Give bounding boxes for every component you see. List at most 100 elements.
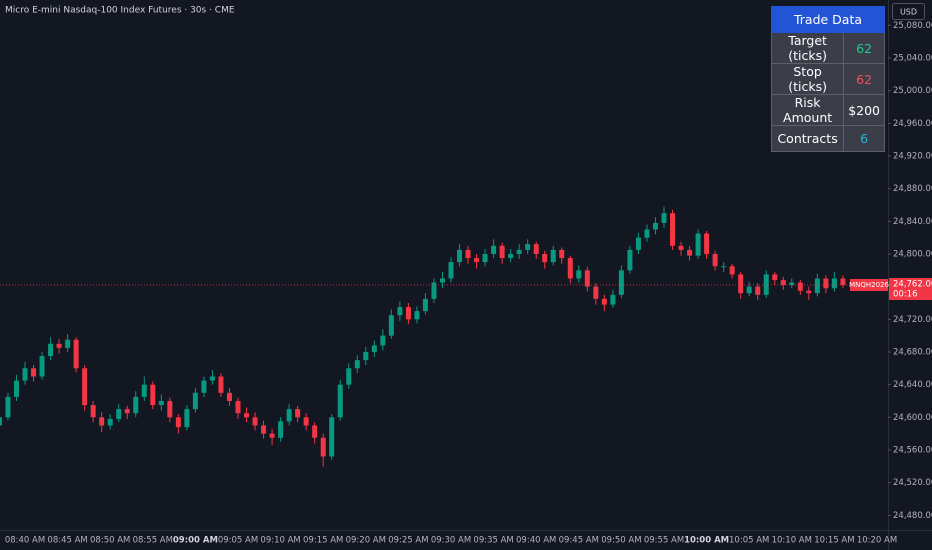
trade-row: Target (ticks) 62 xyxy=(770,32,885,64)
candle-body xyxy=(729,266,735,275)
candle-body xyxy=(269,433,275,438)
trade-table: Trade Data Target (ticks) 62 Stop (ticks)… xyxy=(770,6,885,152)
x-tick-label: 10:15 AM xyxy=(814,536,854,546)
x-tick-label: 10:05 AM xyxy=(729,536,769,546)
symbol-label: MNQH2026 xyxy=(849,281,889,289)
candle-body xyxy=(107,418,113,426)
trade-row: Stop (ticks) 62 xyxy=(770,63,885,95)
candle-body xyxy=(814,278,820,294)
candle-body xyxy=(525,244,531,250)
candle-body xyxy=(354,360,360,369)
candle-body xyxy=(652,222,658,230)
trade-row: Risk Amount $200 xyxy=(770,94,885,126)
candle-body xyxy=(695,233,701,256)
x-tick-label: 08:55 AM xyxy=(133,536,173,546)
candle-body xyxy=(133,396,139,414)
candle-body xyxy=(65,339,71,348)
x-tick-label: 09:00 AM xyxy=(173,536,218,546)
y-tick-label: 25,080.00 xyxy=(893,21,932,31)
candle-body xyxy=(593,286,599,299)
x-tick-label: 08:40 AM xyxy=(5,536,45,546)
candle-body xyxy=(141,384,147,397)
candle-body xyxy=(806,290,812,294)
candle-body xyxy=(499,245,505,259)
y-tick-label: 24,880.00 xyxy=(893,184,932,194)
candle-body xyxy=(346,368,352,385)
row-label: Stop (ticks) xyxy=(770,63,845,95)
candle-body xyxy=(823,278,829,289)
candle-body xyxy=(457,249,463,263)
candle-body xyxy=(397,307,403,316)
candle-body xyxy=(789,282,795,286)
currency: USD xyxy=(900,8,917,17)
chart-title: Micro E-mini Nasdaq-100 Index Futures · … xyxy=(5,6,235,16)
candle-body xyxy=(559,249,565,259)
candle-body xyxy=(439,278,445,283)
y-tick-label: 24,920.00 xyxy=(893,151,932,161)
candle-body xyxy=(840,278,846,286)
candle-body xyxy=(337,384,343,418)
row-value: 62 xyxy=(843,63,885,95)
candle-body xyxy=(405,307,411,320)
y-tick-label: 24,480.00 xyxy=(893,511,932,521)
candle-body xyxy=(780,280,786,286)
x-tick-label: 08:45 AM xyxy=(47,536,87,546)
row-value: 62 xyxy=(843,32,885,64)
x-tick-label: 09:45 AM xyxy=(559,536,599,546)
candle-body xyxy=(320,437,326,457)
trade-title: Trade Data xyxy=(771,6,885,33)
price-label: 24,762.00 xyxy=(893,280,932,290)
x-tick-label: 09:30 AM xyxy=(431,536,471,546)
candle-body xyxy=(422,298,428,312)
y-tick-label: 24,840.00 xyxy=(893,217,932,227)
candle-body xyxy=(31,368,37,377)
candle-body xyxy=(184,409,190,428)
candle-body xyxy=(5,396,11,418)
candle-body xyxy=(13,380,19,397)
candle-body xyxy=(712,253,718,267)
candle-body xyxy=(508,253,514,259)
candle-body xyxy=(0,417,2,426)
candle-body xyxy=(465,249,471,259)
candle-body xyxy=(491,245,497,254)
candle-body xyxy=(158,400,164,406)
price-label-box xyxy=(889,278,932,301)
candle-body xyxy=(22,368,28,381)
candle-body xyxy=(542,253,548,263)
candle-body xyxy=(380,335,386,346)
candle-body xyxy=(533,244,539,254)
row-label: Risk Amount xyxy=(770,94,845,126)
row-label: Contracts xyxy=(770,125,845,152)
candle-body xyxy=(772,274,778,281)
y-tick-label: 25,000.00 xyxy=(893,86,932,96)
candle-body xyxy=(99,417,105,426)
candle-body xyxy=(73,339,79,369)
candle-body xyxy=(90,405,96,418)
candle-body xyxy=(721,266,727,268)
candle-body xyxy=(116,409,122,419)
candle-body xyxy=(576,270,582,279)
candle-body xyxy=(312,425,318,438)
candle-body xyxy=(567,258,573,279)
candle-body xyxy=(584,270,590,287)
candle-body xyxy=(678,245,684,250)
candle-body xyxy=(516,249,522,254)
candle-body xyxy=(474,258,480,263)
candle-body xyxy=(755,286,761,295)
x-tick-label: 09:50 AM xyxy=(601,536,641,546)
y-tick-label: 24,640.00 xyxy=(893,380,932,390)
x-tick-label: 08:50 AM xyxy=(90,536,130,546)
candle-body xyxy=(550,249,556,263)
x-tick-label: 09:05 AM xyxy=(218,536,258,546)
currency-box xyxy=(892,3,925,20)
countdown: 00:16 xyxy=(893,290,918,300)
candle-body xyxy=(797,282,803,291)
x-tick-label: 10:20 AM xyxy=(857,536,897,546)
candle-body xyxy=(704,233,710,254)
candle-body xyxy=(414,311,420,320)
candle-body xyxy=(610,294,616,305)
candle-body xyxy=(431,282,437,299)
y-tick-label: 25,040.00 xyxy=(893,53,932,63)
candle-body xyxy=(635,237,641,250)
